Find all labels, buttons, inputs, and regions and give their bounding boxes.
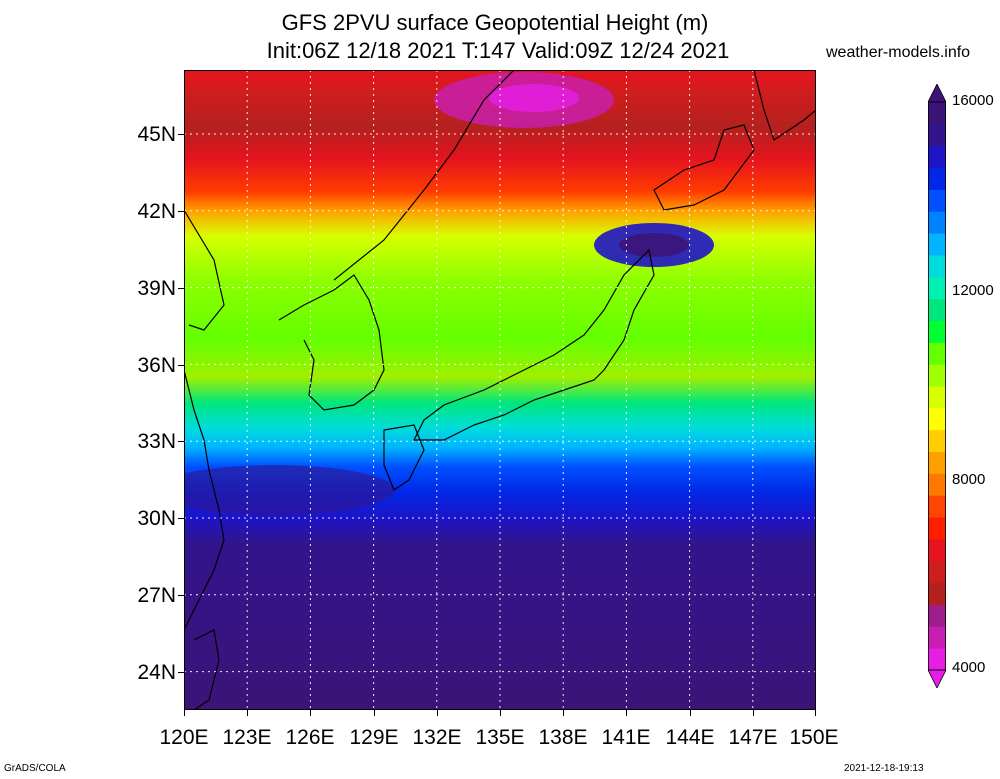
- lat-label: 42N: [137, 200, 176, 223]
- lat-label: 36N: [137, 354, 176, 377]
- coast-korea: [278, 274, 385, 411]
- lon-label: 132E: [412, 726, 462, 749]
- lon-label: 120E: [159, 726, 209, 749]
- colorbar-band: [928, 495, 946, 518]
- plot-frame: [184, 70, 816, 710]
- coast-kyushu: [383, 424, 425, 491]
- map-plot: [184, 70, 816, 710]
- colorbar-bottom-arrow: [928, 669, 946, 688]
- lon-label: 123E: [222, 726, 272, 749]
- colorbar-band: [928, 167, 946, 190]
- lon-tick: [563, 710, 564, 716]
- colorbar-band: [928, 560, 946, 584]
- colorbar-frame: [928, 101, 946, 671]
- colorbar-band: [928, 407, 946, 431]
- coast-hokkaido: [653, 124, 755, 211]
- graticule: [184, 70, 816, 710]
- colorbar-band: [928, 626, 946, 649]
- colorbar-band: [928, 342, 946, 365]
- lon-tick: [310, 710, 311, 716]
- lat-tick: [178, 365, 184, 366]
- colorbar: [928, 84, 946, 688]
- colorbar-band: [928, 582, 946, 605]
- lat-tick: [178, 595, 184, 596]
- low-height-core-inner: [489, 84, 579, 112]
- colorbar-band: [928, 473, 946, 496]
- lon-label: 126E: [285, 726, 335, 749]
- lat-label: 39N: [137, 277, 176, 300]
- lon-tick: [690, 710, 691, 716]
- colorbar-band: [928, 298, 946, 321]
- lon-tick: [437, 710, 438, 716]
- lon-label: 147E: [728, 726, 778, 749]
- lon-label: 135E: [475, 726, 525, 749]
- lon-tick: [753, 710, 754, 716]
- lon-label: 138E: [538, 726, 588, 749]
- coast-sakhalin: [753, 70, 816, 141]
- lat-tick: [178, 134, 184, 135]
- lon-tick: [500, 710, 501, 716]
- colorbar-band: [928, 123, 946, 147]
- colorbar-band: [928, 189, 946, 212]
- colorbar-label: 12000: [952, 282, 994, 299]
- site-credit: weather-models.info: [826, 44, 971, 61]
- colorbar-band: [928, 364, 946, 387]
- coast-china: [184, 209, 225, 631]
- colorbar-label: 8000: [952, 471, 986, 488]
- coast-taiwan: [193, 629, 220, 710]
- lat-label: 24N: [137, 661, 176, 684]
- lat-label: 45N: [137, 123, 176, 146]
- colorbar-band: [928, 276, 946, 300]
- colorbar-band: [928, 517, 946, 540]
- coastlines: [184, 70, 816, 710]
- coast-russia: [333, 70, 515, 281]
- colorbar-band: [928, 254, 946, 278]
- lat-label: 30N: [137, 507, 176, 530]
- lon-tick: [815, 710, 816, 716]
- lon-tick: [184, 710, 185, 716]
- high-height-patch-core: [619, 233, 689, 257]
- high-height-plume: [184, 465, 394, 515]
- lat-tick: [178, 441, 184, 442]
- colorbar-label: 16000: [952, 92, 994, 109]
- colorbar-band: [928, 320, 946, 343]
- lon-tick: [374, 710, 375, 716]
- lat-tick: [178, 518, 184, 519]
- lat-label: 27N: [137, 584, 176, 607]
- colorbar-label: 4000: [952, 659, 986, 676]
- colorbar-band: [928, 211, 946, 234]
- lat-tick: [178, 211, 184, 212]
- lon-label: 150E: [789, 726, 839, 749]
- software-credit: GrADS/COLA: [4, 763, 66, 774]
- colorbar-band: [928, 429, 946, 453]
- colorbar-band: [928, 233, 946, 256]
- colorbar-band: [928, 604, 946, 627]
- lon-tick: [247, 710, 248, 716]
- lat-tick: [178, 672, 184, 673]
- colorbar-band: [928, 102, 946, 125]
- map-title-line2: Init:06Z 12/18 2021 T:147 Valid:09Z 12/2…: [266, 38, 730, 63]
- lat-tick: [178, 288, 184, 289]
- timestamp: 2021-12-18-19:13: [844, 763, 924, 774]
- coast-honshu: [413, 248, 655, 441]
- colorbar-top-arrow: [928, 84, 946, 103]
- map-title-line1: GFS 2PVU surface Geopotential Height (m): [281, 10, 709, 35]
- colorbar-band: [928, 145, 946, 169]
- lon-label: 129E: [349, 726, 399, 749]
- colorbar-band: [928, 451, 946, 474]
- lon-label: 141E: [601, 726, 651, 749]
- lon-label: 144E: [665, 726, 715, 749]
- lon-tick: [626, 710, 627, 716]
- colorbar-band: [928, 538, 946, 562]
- colorbar-band: [928, 386, 946, 409]
- lat-label: 33N: [137, 430, 176, 453]
- colorbar-band: [928, 648, 946, 671]
